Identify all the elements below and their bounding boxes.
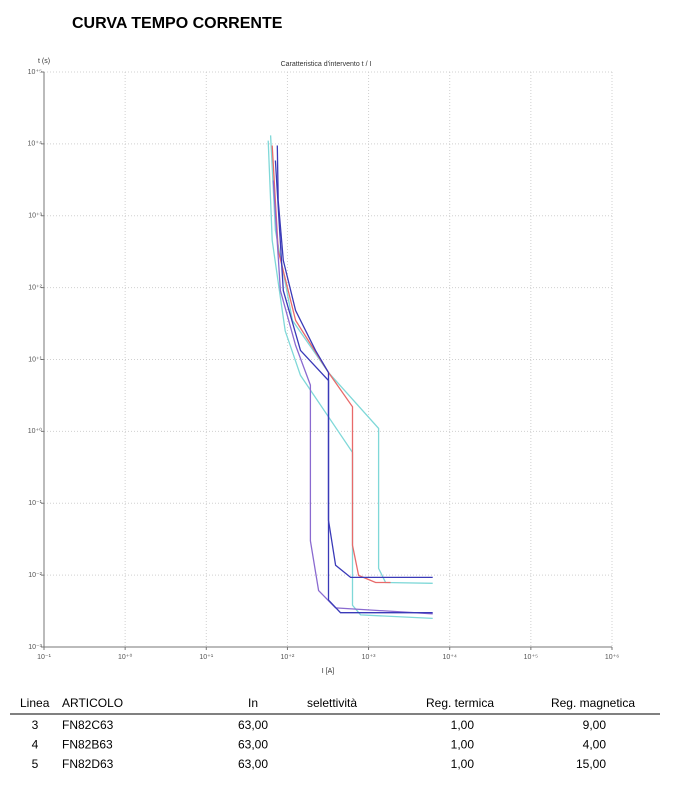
x-tick-label: 10⁺³	[362, 654, 376, 661]
table-cell: FN82B63	[62, 738, 113, 752]
table-header: Reg. magnetica	[551, 696, 635, 710]
table-cell: 1,00	[451, 757, 475, 771]
curve	[276, 145, 433, 579]
table-cell: 63,00	[238, 757, 268, 771]
table-header: selettività	[307, 696, 357, 710]
y-axis-label: t (s)	[38, 58, 50, 65]
x-tick-label: 10⁺⁵	[524, 654, 538, 661]
chart-title: Caratteristica d'intervento t / I	[281, 61, 372, 68]
x-tick-label: 10⁺²	[281, 654, 295, 661]
y-tick-label: 10⁺²	[28, 284, 42, 291]
x-tick-label: 10⁺⁰	[118, 653, 132, 661]
y-tick-label: 10⁺⁴	[28, 141, 43, 148]
page-title: CURVA TEMPO CORRENTE	[72, 15, 283, 32]
table-cell: 1,00	[451, 718, 475, 732]
table-cell: 15,00	[576, 757, 606, 771]
x-axis-label: I [A]	[322, 668, 335, 675]
x-tick-label: 10⁺⁴	[442, 654, 457, 661]
table-cell: FN82D63	[62, 757, 114, 771]
table-header: In	[248, 696, 258, 710]
y-tick-label: 10⁻¹	[28, 500, 42, 507]
table-cell: FN82C63	[62, 718, 114, 732]
y-tick-label: 10⁺³	[28, 213, 42, 220]
y-tick-label: 10⁻²	[28, 572, 42, 579]
x-tick-label: 10⁻¹	[37, 654, 51, 661]
x-tick-label: 10⁺⁶	[605, 654, 619, 661]
y-tick-label: 10⁺⁰	[28, 427, 42, 435]
table-header: Linea	[20, 696, 50, 710]
table-cell: 9,00	[583, 718, 607, 732]
curve	[271, 145, 391, 584]
curve	[267, 140, 433, 620]
table-cell: 5	[32, 757, 39, 771]
table-header: ARTICOLO	[62, 696, 123, 710]
y-tick-label: 10⁺⁵	[28, 69, 42, 76]
table-cell: 4,00	[583, 738, 607, 752]
curve	[274, 160, 433, 614]
table-header: Reg. termica	[426, 696, 494, 710]
table-cell: 63,00	[238, 718, 268, 732]
table-cell: 3	[32, 718, 39, 732]
y-tick-label: 10⁺¹	[28, 356, 42, 363]
table-cell: 63,00	[238, 738, 268, 752]
y-tick-label: 10⁻³	[28, 644, 42, 651]
x-tick-label: 10⁺¹	[199, 654, 213, 661]
table-cell: 4	[32, 738, 39, 752]
table-cell: 1,00	[451, 738, 475, 752]
